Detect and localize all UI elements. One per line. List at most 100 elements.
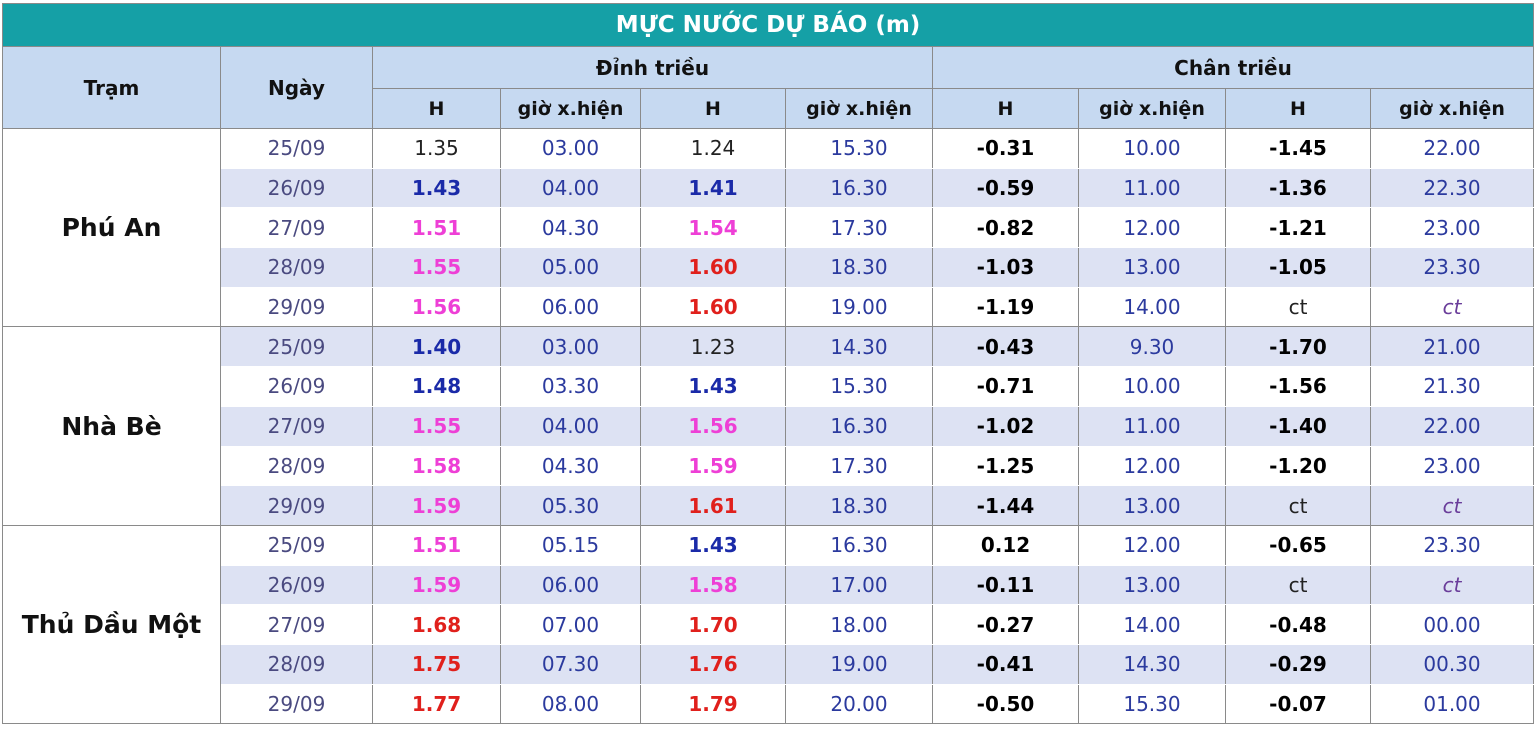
value-cell: 1.55: [372, 405, 501, 447]
data-row: 28/09 1.55 05.00 1.60 18.30 -1.03 13.00 -1.05 23…: [3, 247, 1535, 288]
value-cell: 05.15: [500, 524, 641, 566]
value-cell: 22.00: [1369, 405, 1535, 447]
data-row: 27/09 1.51 04.30 1.54 17.30 -0.82 12.00 -1.21 23…: [3, 207, 1535, 249]
value-cell: -1.19: [932, 286, 1079, 328]
value-cell: 18.30: [785, 247, 933, 288]
table-title: MỰC NƯỚC DỰ BÁO (m): [1, 3, 1535, 47]
value-cell: 10.00: [1078, 128, 1226, 169]
value-cell: -1.05: [1225, 247, 1371, 288]
data-row: Phú An 25/09 1.35 03.00 1.24 15.30 -0.31 10.00-…: [2, 127, 1535, 328]
value-cell: -0.48: [1225, 604, 1371, 645]
value-cell: 1.43: [640, 524, 786, 566]
value-cell: 14.30: [1078, 643, 1226, 685]
low-tide-header: Chân triều: [931, 46, 1535, 89]
value-cell: 1.59: [372, 564, 501, 606]
value-cell: 1.68: [372, 604, 501, 645]
value-cell: 1.56: [372, 286, 501, 328]
value-cell: 00.00: [1369, 604, 1535, 645]
value-cell: 15.30: [785, 128, 933, 169]
data-row: 26/09 1.48 03.30 1.43 15.30 -0.71 10.00 -1.56 21…: [3, 366, 1535, 407]
value-cell: 16.30: [785, 167, 933, 209]
date-cell: 28/09: [220, 247, 373, 288]
value-cell: 1.56: [640, 405, 786, 447]
value-cell: 06.00: [500, 286, 641, 328]
value-cell: 12.00: [1078, 207, 1226, 249]
value-cell: 17.30: [785, 445, 933, 487]
value-cell: 1.58: [372, 445, 501, 487]
value-cell: 04.00: [500, 167, 641, 209]
value-cell: 23.00: [1369, 445, 1535, 487]
value-cell: 1.60: [640, 286, 786, 328]
value-cell: 20.00: [785, 683, 933, 725]
value-cell: 16.30: [785, 524, 933, 566]
value-cell: 1.35: [372, 128, 501, 169]
value-cell: 22.30: [1369, 167, 1535, 209]
value-cell: -0.43: [932, 326, 1079, 368]
value-cell: 08.00: [500, 683, 641, 725]
value-cell: ct: [1225, 485, 1371, 526]
column-header: giờ x.hiện: [1078, 88, 1226, 129]
data-row: 29/09 1.59 05.30 1.61 18.30 -1.44 13.00 ct ct: [3, 485, 1535, 526]
value-cell: 1.55: [372, 247, 501, 288]
value-cell: ct: [1369, 564, 1535, 606]
value-cell: 1.70: [640, 604, 786, 645]
column-header: giờ x.hiện: [785, 88, 933, 129]
value-cell: -0.59: [932, 167, 1079, 209]
value-cell: ct: [1369, 485, 1535, 526]
value-cell: 03.00: [500, 326, 641, 368]
data-row: 27/09 1.68 07.00 1.70 18.00 -0.27 14.00 -0.48 00…: [3, 604, 1535, 645]
value-cell: 1.77: [372, 683, 501, 725]
value-cell: -1.03: [932, 247, 1079, 288]
value-cell: ct: [1225, 286, 1371, 328]
date-cell: 28/09: [220, 643, 373, 685]
date-cell: 29/09: [220, 286, 373, 328]
date-cell: 29/09: [220, 683, 373, 725]
value-cell: -0.29: [1225, 643, 1371, 685]
data-row: 28/09 1.75 07.30 1.76 19.00 -0.41 14.30 -0.29 00…: [3, 643, 1535, 685]
station-name: Thủ Dầu Một: [2, 524, 221, 725]
data-row: 26/09 1.43 04.00 1.41 16.30 -0.59 11.00 -1.36 22…: [3, 167, 1535, 209]
date-cell: 25/09: [220, 128, 373, 169]
value-cell: 1.60: [640, 247, 786, 288]
value-cell: 07.30: [500, 643, 641, 685]
value-cell: 00.30: [1369, 643, 1535, 685]
date-cell: 26/09: [220, 366, 373, 407]
value-cell: 01.00: [1369, 683, 1535, 725]
column-header: H: [640, 88, 786, 129]
value-cell: 1.54: [640, 207, 786, 249]
date-header: Ngày: [220, 46, 373, 129]
value-cell: 18.30: [785, 485, 933, 526]
value-cell: 03.00: [500, 128, 641, 169]
value-cell: -1.44: [932, 485, 1079, 526]
value-cell: -0.71: [932, 366, 1079, 407]
column-header: H: [1225, 88, 1371, 129]
value-cell: 21.30: [1369, 366, 1535, 407]
value-cell: 1.23: [640, 326, 786, 368]
value-cell: 13.00: [1078, 247, 1226, 288]
value-cell: 1.51: [372, 524, 501, 566]
value-cell: 18.00: [785, 604, 933, 645]
value-cell: 1.76: [640, 643, 786, 685]
value-cell: 1.24: [640, 128, 786, 169]
value-cell: 15.30: [785, 366, 933, 407]
station-name: Nhà Bè: [2, 326, 221, 526]
value-cell: -1.20: [1225, 445, 1371, 487]
value-cell: 12.00: [1078, 445, 1226, 487]
data-row: Thủ Dầu Một 25/09 1.51 05.15 1.43 16.30 0.12 12…: [2, 524, 1535, 725]
data-row: 29/09 1.77 08.00 1.79 20.00 -0.50 15.30 -0.07 01…: [3, 683, 1535, 725]
date-cell: 28/09: [220, 445, 373, 487]
value-cell: -0.07: [1225, 683, 1371, 725]
column-header: giờ x.hiện: [1369, 88, 1535, 129]
value-cell: ct: [1369, 286, 1535, 328]
value-cell: -1.56: [1225, 366, 1371, 407]
value-cell: 17.00: [785, 564, 933, 606]
value-cell: 05.30: [500, 485, 641, 526]
value-cell: 16.30: [785, 405, 933, 447]
value-cell: -0.41: [932, 643, 1079, 685]
value-cell: 13.00: [1078, 564, 1226, 606]
value-cell: 11.00: [1078, 405, 1226, 447]
value-cell: 22.00: [1369, 128, 1535, 169]
value-cell: ct: [1225, 564, 1371, 606]
value-cell: -1.45: [1225, 128, 1371, 169]
